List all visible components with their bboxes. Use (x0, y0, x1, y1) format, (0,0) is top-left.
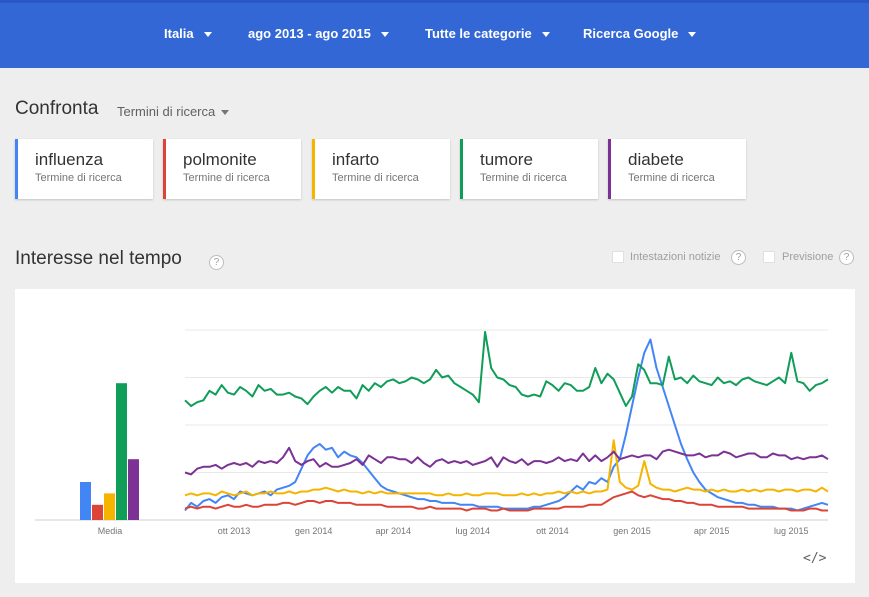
interest-over-time-title: Interesse nel tempo (15, 248, 182, 269)
category-filter-label: Tutte le categorie (425, 26, 532, 41)
average-bar-polmonite (92, 504, 103, 520)
time-range-filter[interactable]: ago 2013 - ago 2015 (248, 26, 389, 41)
average-label: Media (98, 526, 123, 536)
interest-chart-card: Media ott 2013 gen 2014 apr 2014 lug 2014 ott… (15, 289, 855, 583)
embed-code-icon[interactable]: </> (803, 551, 827, 566)
series-line-tumore (184, 330, 829, 407)
x-tick-label: ott 2013 (218, 526, 251, 536)
term-type: Termine di ricerca (480, 172, 567, 184)
forecast-label: Previsione (782, 251, 834, 263)
term-label: polmonite (183, 150, 257, 169)
help-icon[interactable]: ? (839, 250, 854, 265)
help-icon[interactable]: ? (731, 250, 746, 265)
region-filter[interactable]: Italia (164, 26, 212, 41)
chevron-down-icon (203, 32, 212, 38)
term-card-polmonite[interactable]: polmonite Termine di ricerca (163, 139, 301, 199)
category-filter[interactable]: Tutte le categorie (425, 26, 550, 41)
term-card-infarto[interactable]: infarto Termine di ricerca (312, 139, 450, 199)
time-range-filter-label: ago 2013 - ago 2015 (248, 26, 371, 41)
interest-over-time-chart: Media ott 2013 gen 2014 apr 2014 lug 2014 ott… (35, 329, 829, 536)
term-label: influenza (35, 150, 104, 169)
x-tick-label: ott 2014 (536, 526, 569, 536)
forecast-checkbox[interactable] (763, 251, 775, 263)
term-card-diabete[interactable]: diabete Termine di ricerca (608, 139, 746, 199)
term-type: Termine di ricerca (183, 172, 270, 184)
average-bar-tumore (116, 383, 127, 520)
term-card-influenza[interactable]: influenza Termine di ricerca (15, 139, 153, 199)
search-type-filter[interactable]: Ricerca Google (583, 26, 697, 41)
term-card-tumore[interactable]: tumore Termine di ricerca (460, 139, 598, 199)
compare-title: Confronta (15, 98, 99, 119)
help-icon[interactable]: ? (209, 255, 224, 270)
x-tick-label: gen 2015 (613, 526, 651, 536)
compare-type-dropdown[interactable]: Termini di ricerca (117, 104, 230, 119)
average-bar-influenza (80, 482, 91, 520)
x-tick-label: apr 2015 (694, 526, 730, 536)
x-tick-label: gen 2014 (295, 526, 333, 536)
term-label: diabete (628, 150, 684, 169)
term-label: tumore (480, 150, 533, 169)
chevron-down-icon (380, 32, 389, 38)
series-line-polmonite (184, 490, 828, 512)
term-type: Termine di ricerca (332, 172, 419, 184)
news-headlines-label: Intestazioni notizie (630, 251, 721, 263)
average-bar-infarto (104, 493, 115, 520)
top-bar: Italia ago 2013 - ago 2015 Tutte le cate… (0, 0, 869, 68)
series-line-diabete (184, 446, 829, 476)
x-tick-label: apr 2014 (375, 526, 411, 536)
region-filter-label: Italia (164, 26, 194, 41)
chevron-down-icon (688, 32, 697, 38)
average-bar-diabete (128, 459, 139, 520)
x-tick-label: lug 2014 (456, 526, 491, 536)
term-type: Termine di ricerca (628, 172, 715, 184)
chevron-down-icon (221, 110, 230, 116)
x-tick-label: lug 2015 (774, 526, 809, 536)
chevron-down-icon (541, 32, 550, 38)
series-line-infarto (184, 439, 829, 497)
term-label: infarto (332, 150, 380, 169)
compare-type-label: Termini di ricerca (117, 104, 216, 119)
search-type-filter-label: Ricerca Google (583, 26, 679, 41)
news-headlines-checkbox[interactable] (612, 251, 624, 263)
term-type: Termine di ricerca (35, 172, 122, 184)
